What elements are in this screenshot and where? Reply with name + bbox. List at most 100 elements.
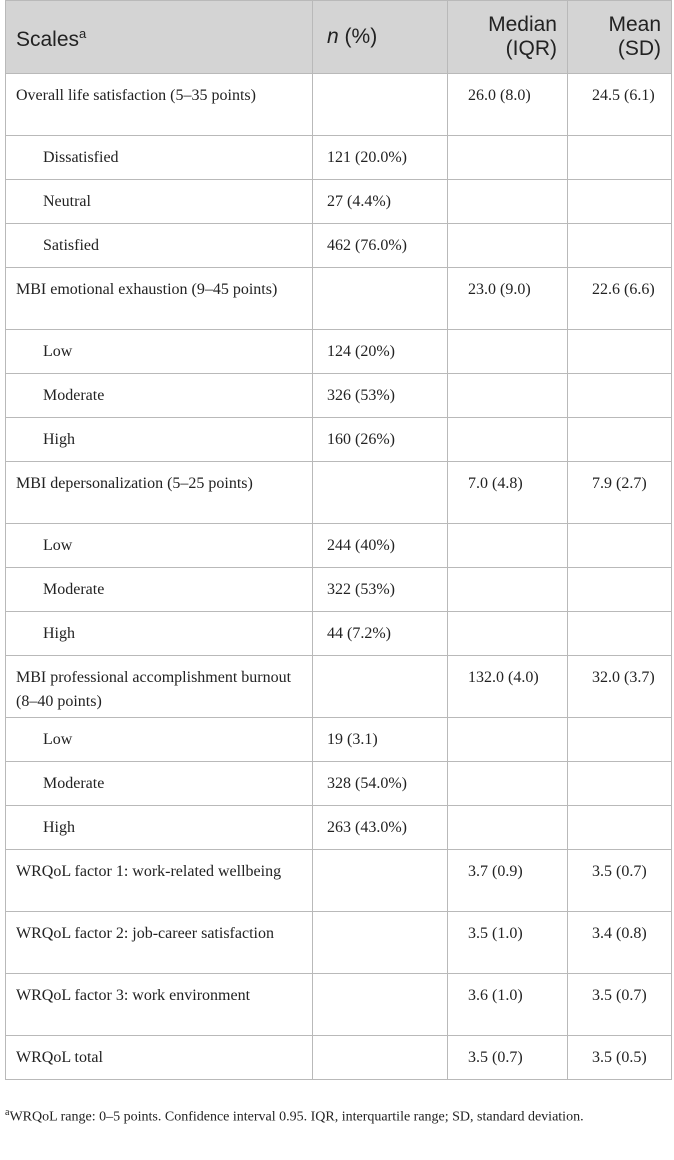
- row-label: Low: [5, 717, 313, 762]
- row-median-iqr: [447, 567, 568, 612]
- row-mean-sd: [567, 329, 672, 374]
- row-mean-sd: [567, 417, 672, 462]
- row-median-iqr: [447, 135, 568, 180]
- row-mean-sd: [567, 611, 672, 656]
- row-label: High: [5, 417, 313, 462]
- row-mean-sd: [567, 805, 672, 850]
- row-mean-sd: [567, 179, 672, 224]
- row-n-percent: [312, 1035, 448, 1080]
- row-mean-sd: [567, 135, 672, 180]
- row-label: MBI emotional exhaustion (9–45 points): [5, 267, 313, 330]
- row-label: High: [5, 805, 313, 850]
- table-row: High 263 (43.0%): [5, 805, 672, 850]
- row-median-iqr: [447, 179, 568, 224]
- row-median-iqr: 3.5 (1.0): [447, 911, 568, 974]
- row-n-percent: 326 (53%): [312, 373, 448, 418]
- row-median-iqr: 23.0 (9.0): [447, 267, 568, 330]
- row-label: Moderate: [5, 761, 313, 806]
- row-label: Moderate: [5, 373, 313, 418]
- table-row: Neutral 27 (4.4%): [5, 179, 672, 224]
- table-row: Low 244 (40%): [5, 523, 672, 568]
- row-n-percent: 244 (40%): [312, 523, 448, 568]
- scales-table: Scalesa n (%) Median (IQR) Mean (SD) Overa…: [5, 0, 672, 1080]
- row-label: WRQoL factor 1: work-related wellbeing: [5, 849, 313, 912]
- row-mean-sd: [567, 567, 672, 612]
- table-row: Moderate 326 (53%): [5, 373, 672, 418]
- table-body: Overall life satisfaction (5–35 points) 2…: [5, 73, 672, 1080]
- table-row: WRQoL total 3.5 (0.7) 3.5 (0.5): [5, 1035, 672, 1080]
- row-mean-sd: [567, 373, 672, 418]
- row-label: Dissatisfied: [5, 135, 313, 180]
- row-n-percent: 322 (53%): [312, 567, 448, 612]
- row-mean-sd: [567, 717, 672, 762]
- row-n-percent: 121 (20.0%): [312, 135, 448, 180]
- row-mean-sd: 22.6 (6.6): [567, 267, 672, 330]
- row-label: WRQoL factor 2: job-career satisfaction: [5, 911, 313, 974]
- row-n-percent: 160 (26%): [312, 417, 448, 462]
- row-mean-sd: 3.5 (0.7): [567, 849, 672, 912]
- row-n-percent: [312, 849, 448, 912]
- row-mean-sd: [567, 223, 672, 268]
- table-row: MBI professional accomplishment burnout …: [5, 655, 672, 718]
- table-row: MBI emotional exhaustion (9–45 points) 23…: [5, 267, 672, 330]
- row-n-percent: [312, 655, 448, 718]
- row-label: Overall life satisfaction (5–35 points): [5, 73, 313, 136]
- table-row: WRQoL factor 1: work-related wellbeing 3.…: [5, 849, 672, 912]
- row-label: Low: [5, 523, 313, 568]
- row-n-percent: [312, 911, 448, 974]
- table-row: Moderate 322 (53%): [5, 567, 672, 612]
- row-label: Moderate: [5, 567, 313, 612]
- row-n-percent: 44 (7.2%): [312, 611, 448, 656]
- table-row: Low 124 (20%): [5, 329, 672, 374]
- table-row: MBI depersonalization (5–25 points) 7.0 (…: [5, 461, 672, 524]
- table-row: High 44 (7.2%): [5, 611, 672, 656]
- table-row: WRQoL factor 2: job-career satisfaction 3…: [5, 911, 672, 974]
- row-median-iqr: [447, 373, 568, 418]
- row-label: High: [5, 611, 313, 656]
- row-median-iqr: [447, 417, 568, 462]
- row-median-iqr: [447, 761, 568, 806]
- table-footnote: aWRQoL range: 0–5 points. Confidence int…: [5, 1107, 584, 1125]
- header-row: Scalesa n (%) Median (IQR) Mean (SD): [5, 0, 672, 74]
- row-n-percent: [312, 973, 448, 1036]
- row-median-iqr: [447, 805, 568, 850]
- row-mean-sd: [567, 761, 672, 806]
- row-n-percent: 124 (20%): [312, 329, 448, 374]
- row-label: WRQoL total: [5, 1035, 313, 1080]
- row-median-iqr: 132.0 (4.0): [447, 655, 568, 718]
- row-mean-sd: 24.5 (6.1): [567, 73, 672, 136]
- row-median-iqr: [447, 611, 568, 656]
- row-n-percent: [312, 461, 448, 524]
- table-row: Dissatisfied 121 (20.0%): [5, 135, 672, 180]
- row-label: MBI depersonalization (5–25 points): [5, 461, 313, 524]
- row-label: MBI professional accomplishment burnout …: [5, 655, 313, 718]
- table-row: Satisfied 462 (76.0%): [5, 223, 672, 268]
- row-label: Neutral: [5, 179, 313, 224]
- table-row: Moderate 328 (54.0%): [5, 761, 672, 806]
- table-row: High 160 (26%): [5, 417, 672, 462]
- table-row: Low 19 (3.1): [5, 717, 672, 762]
- row-n-percent: 27 (4.4%): [312, 179, 448, 224]
- row-median-iqr: 3.5 (0.7): [447, 1035, 568, 1080]
- row-median-iqr: 3.6 (1.0): [447, 973, 568, 1036]
- row-n-percent: [312, 267, 448, 330]
- row-mean-sd: 32.0 (3.7): [567, 655, 672, 718]
- row-mean-sd: 3.5 (0.5): [567, 1035, 672, 1080]
- row-mean-sd: 7.9 (2.7): [567, 461, 672, 524]
- header-scales: Scalesa: [5, 0, 313, 74]
- row-median-iqr: [447, 329, 568, 374]
- row-median-iqr: [447, 523, 568, 568]
- row-mean-sd: [567, 523, 672, 568]
- row-n-percent: 19 (3.1): [312, 717, 448, 762]
- header-mean: Mean (SD): [567, 0, 672, 74]
- row-mean-sd: 3.5 (0.7): [567, 973, 672, 1036]
- header-n-percent: n (%): [312, 0, 448, 74]
- row-label: WRQoL factor 3: work environment: [5, 973, 313, 1036]
- row-median-iqr: 3.7 (0.9): [447, 849, 568, 912]
- header-median: Median (IQR): [447, 0, 568, 74]
- row-mean-sd: 3.4 (0.8): [567, 911, 672, 974]
- table-row: Overall life satisfaction (5–35 points) 2…: [5, 73, 672, 136]
- row-n-percent: 263 (43.0%): [312, 805, 448, 850]
- row-label: Satisfied: [5, 223, 313, 268]
- row-median-iqr: 7.0 (4.8): [447, 461, 568, 524]
